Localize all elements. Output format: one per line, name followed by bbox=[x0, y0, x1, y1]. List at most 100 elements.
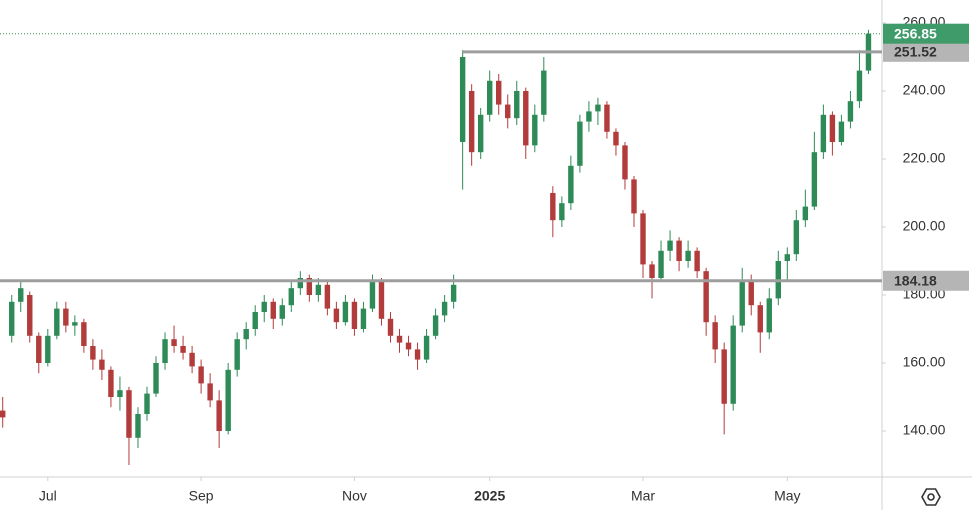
candle-body bbox=[658, 250, 664, 278]
candle-body bbox=[288, 288, 294, 306]
level-label-box bbox=[883, 270, 969, 291]
candle-body bbox=[694, 250, 700, 272]
candle-body bbox=[387, 318, 394, 336]
candle-body bbox=[198, 366, 204, 384]
candle-body bbox=[297, 277, 304, 289]
candle-body bbox=[81, 322, 87, 346]
candle-body bbox=[604, 104, 610, 132]
icon-dot bbox=[927, 493, 935, 501]
candle-body bbox=[315, 284, 322, 295]
candle-body bbox=[532, 114, 538, 146]
candle-body bbox=[207, 383, 213, 401]
last-price-label: 256.85 bbox=[894, 25, 937, 41]
candle-body bbox=[135, 413, 141, 438]
candle-body bbox=[54, 308, 60, 336]
x-tick-label: Nov bbox=[342, 488, 367, 504]
candle-body bbox=[252, 311, 258, 329]
candle-body bbox=[640, 213, 646, 265]
candle-body bbox=[171, 339, 177, 346]
x-tick-label: May bbox=[774, 488, 800, 504]
candle-body bbox=[99, 359, 105, 370]
candle-body bbox=[486, 80, 493, 115]
candle-body bbox=[838, 121, 845, 142]
candle-body bbox=[378, 281, 385, 319]
candle-body bbox=[757, 305, 763, 333]
candle-body bbox=[829, 114, 836, 142]
candle-body bbox=[432, 315, 439, 336]
candle-body bbox=[369, 281, 376, 309]
icon-hex bbox=[921, 488, 941, 506]
candle-body bbox=[802, 206, 809, 221]
candle-body bbox=[333, 308, 340, 323]
candle-body bbox=[126, 390, 132, 438]
candle-body bbox=[505, 104, 511, 119]
candle-body bbox=[514, 90, 520, 119]
candle-body bbox=[243, 328, 249, 340]
candle-body bbox=[577, 121, 583, 166]
candle-body bbox=[414, 349, 421, 360]
candle-body bbox=[342, 301, 349, 323]
candle-body bbox=[0, 410, 6, 418]
candle-body bbox=[279, 305, 285, 319]
candle-body bbox=[108, 369, 114, 397]
candle-body bbox=[225, 369, 231, 431]
candle-body bbox=[559, 203, 565, 221]
level-label-box bbox=[883, 41, 969, 62]
x-tick-label: Jul bbox=[39, 488, 57, 504]
candle-body bbox=[405, 342, 412, 350]
x-tick-label: 2025 bbox=[474, 488, 505, 504]
candle-body bbox=[667, 240, 673, 251]
candle-body bbox=[631, 179, 637, 214]
candle-body bbox=[541, 70, 547, 115]
candle-body bbox=[649, 264, 655, 278]
candle-body bbox=[324, 284, 331, 309]
candle-body bbox=[847, 101, 854, 122]
candle-body bbox=[613, 131, 619, 146]
candles bbox=[0, 29, 872, 465]
candle-body bbox=[468, 90, 475, 153]
y-tick-label: 160.00 bbox=[903, 354, 946, 370]
candle-body bbox=[36, 335, 42, 363]
candle-body bbox=[811, 152, 818, 207]
candle-body bbox=[45, 335, 51, 363]
candle-body bbox=[90, 345, 96, 360]
candle-body bbox=[586, 111, 592, 122]
candle-body bbox=[685, 250, 691, 261]
candle-body bbox=[793, 220, 800, 255]
candle-body bbox=[351, 301, 358, 329]
candle-body bbox=[63, 308, 69, 326]
candle-body bbox=[550, 192, 556, 221]
candle-body bbox=[360, 308, 367, 329]
candle-body bbox=[676, 240, 682, 261]
candle-body bbox=[477, 114, 484, 153]
x-tick-label: Mar bbox=[631, 488, 655, 504]
candle-body bbox=[117, 390, 123, 397]
settings-icon[interactable] bbox=[921, 488, 941, 506]
candle-body bbox=[234, 339, 240, 370]
candle-body bbox=[595, 104, 601, 112]
candle-body bbox=[162, 339, 168, 363]
candle-body bbox=[27, 294, 33, 336]
y-tick-label: 240.00 bbox=[903, 82, 946, 98]
candle-body bbox=[784, 254, 791, 261]
candle-body bbox=[450, 284, 457, 302]
candle-body bbox=[441, 301, 448, 316]
candle-body bbox=[189, 352, 195, 367]
y-tick-label: 200.00 bbox=[903, 218, 946, 234]
candle-body bbox=[144, 393, 150, 414]
candle-body bbox=[712, 322, 718, 350]
candle-body bbox=[18, 288, 24, 302]
level-label: 184.18 bbox=[894, 272, 937, 288]
candle-body bbox=[270, 301, 276, 319]
candle-body bbox=[153, 362, 159, 394]
candle-body bbox=[261, 301, 267, 312]
candle-body bbox=[72, 322, 78, 326]
x-tick-label: Sep bbox=[189, 488, 214, 504]
candle-body bbox=[748, 281, 754, 306]
level-label: 251.52 bbox=[894, 44, 937, 60]
candle-body bbox=[820, 114, 827, 153]
y-tick-label: 220.00 bbox=[903, 150, 946, 166]
candle-body bbox=[721, 349, 727, 404]
